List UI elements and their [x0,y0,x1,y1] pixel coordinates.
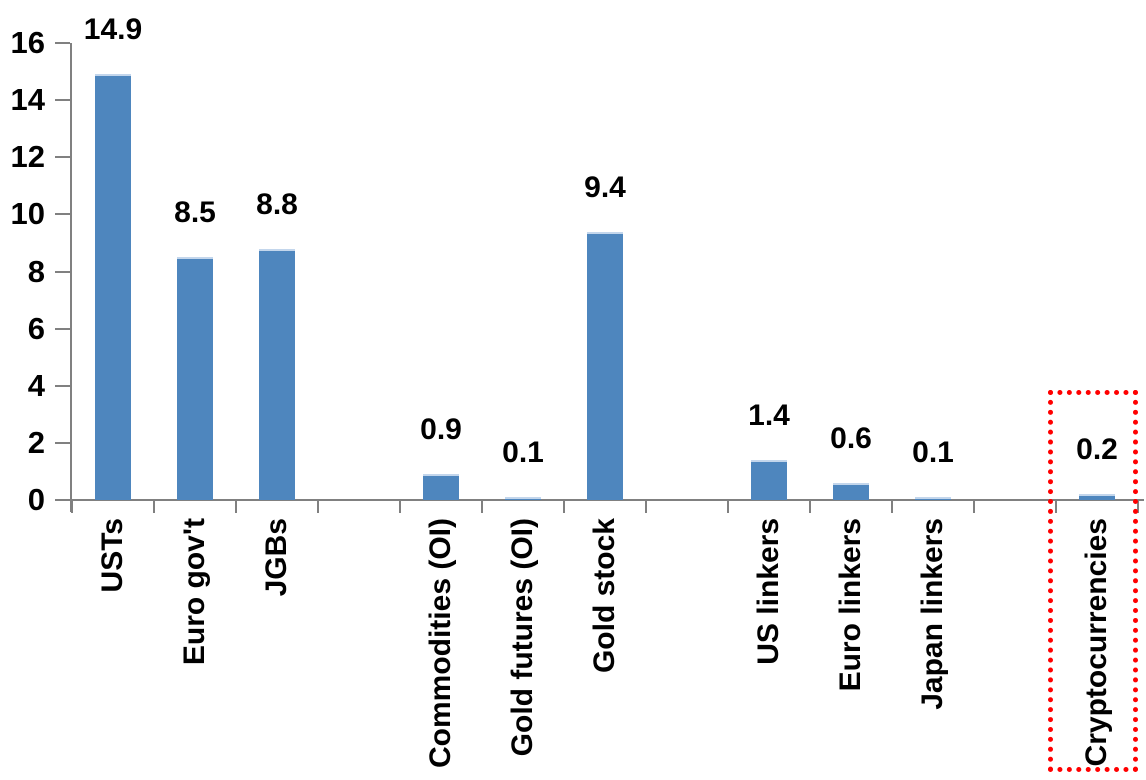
bar-gold-stock [587,232,623,500]
x-axis-tick [891,501,893,513]
y-axis-tick [55,499,70,501]
category-label-japan-linkers: Japan linkers [916,518,949,710]
value-label-cryptocurrencies: 0.2 [1076,433,1118,466]
y-axis-tick [55,442,70,444]
x-axis-tick [1055,501,1057,513]
x-axis-tick [563,501,565,513]
value-label-euro-gov-t: 8.5 [174,196,216,229]
value-label-us-linkers: 1.4 [748,399,790,432]
y-axis-tick [55,213,70,215]
y-axis-tick-label: 6 [27,311,45,346]
category-label-jgbs: JGBs [260,518,293,597]
bar-cryptocurrencies [1079,494,1115,500]
y-axis-tick [55,42,70,44]
x-axis-tick [153,501,155,513]
value-label-jgbs: 8.8 [256,188,298,221]
value-label-gold-stock: 9.4 [584,171,626,204]
x-axis-tick [71,501,73,513]
bar-japan-linkers [915,497,951,500]
x-axis-tick [645,501,647,513]
y-axis-tick-label: 10 [10,196,45,231]
x-axis-tick [481,501,483,513]
y-axis-tick-label: 2 [27,425,45,460]
bar-gold-futures-oi [505,497,541,500]
x-axis-tick [809,501,811,513]
y-axis-tick-label: 12 [10,139,45,174]
x-axis-line [55,499,1144,501]
x-axis-tick [235,501,237,513]
bar-us-linkers [751,460,787,500]
y-axis-tick-label: 16 [10,25,45,60]
y-axis-tick [55,385,70,387]
y-axis-line [70,43,72,512]
category-label-euro-linkers: Euro linkers [834,518,867,692]
x-axis-tick [317,501,319,513]
bar-euro-gov-t [177,257,213,500]
highlight-box-cryptocurrencies [1048,390,1138,772]
bar-euro-linkers [833,483,869,500]
y-axis-tick-label: 14 [10,82,45,117]
y-axis-tick [55,271,70,273]
bar-commodities-oi [423,474,459,500]
bar-jgbs [259,249,295,500]
value-label-gold-futures-oi: 0.1 [502,436,544,469]
x-axis-tick [399,501,401,513]
value-label-euro-linkers: 0.6 [830,422,872,455]
category-label-usts: USTs [96,518,129,593]
y-axis-tick-label: 0 [27,482,45,517]
category-label-us-linkers: US linkers [752,518,785,665]
y-axis-tick-label: 8 [27,254,45,289]
x-axis-tick [973,501,975,513]
category-label-commodities-oi: Commodities (OI) [424,518,457,769]
y-axis-tick [55,328,70,330]
y-axis-tick [55,99,70,101]
bar-usts [95,74,131,500]
x-axis-tick [1137,501,1139,513]
value-label-commodities-oi: 0.9 [420,413,462,446]
y-axis-tick-label: 4 [27,368,45,403]
category-label-gold-stock: Gold stock [588,518,621,674]
category-label-euro-gov-t: Euro gov't [178,518,211,666]
category-label-gold-futures-oi: Gold futures (OI) [506,518,539,757]
y-axis-tick [55,156,70,158]
x-axis-tick [727,501,729,513]
value-label-usts: 14.9 [83,13,143,46]
value-label-japan-linkers: 0.1 [912,436,954,469]
